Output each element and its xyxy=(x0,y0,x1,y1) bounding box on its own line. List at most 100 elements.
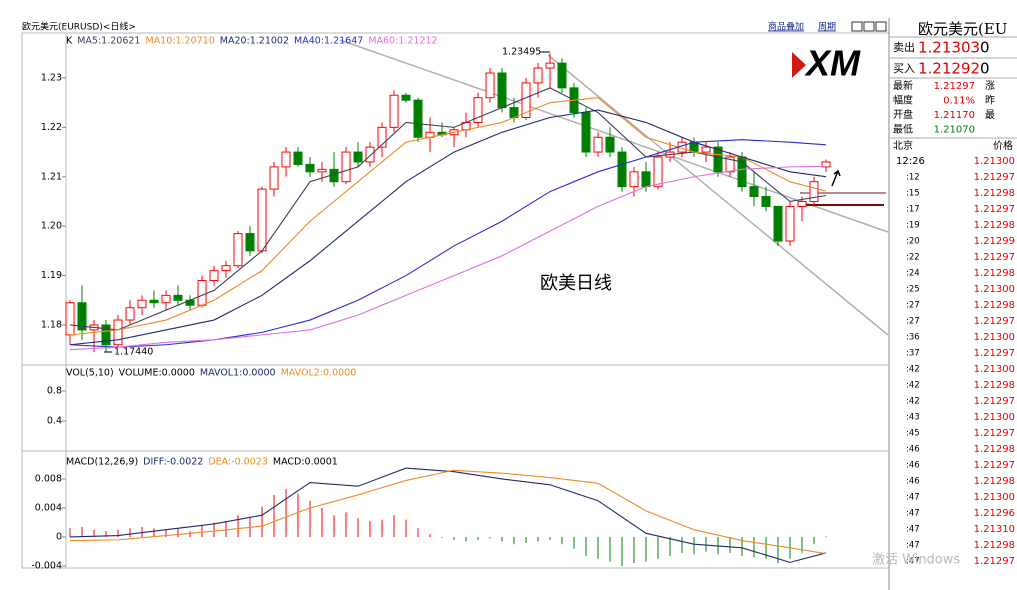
candle-body xyxy=(77,302,87,331)
tick-price: 1.21300 xyxy=(974,364,1015,375)
window-title: 欧元美元(EURUSD)<日线> xyxy=(22,21,136,33)
chart-caption: 欧美日线 xyxy=(540,273,612,294)
quote-label: 卖出 xyxy=(893,40,915,54)
candle-body xyxy=(209,270,219,282)
y-tick-label: 1.21 xyxy=(41,171,62,182)
candle-body xyxy=(797,200,807,207)
candle-body xyxy=(317,168,327,173)
panel-title: 欧元美元(EU xyxy=(918,20,1007,38)
logo-text: XM xyxy=(804,43,861,84)
candle-body xyxy=(293,151,303,165)
legend-entry: VOL(5,10) xyxy=(66,368,114,379)
candle-body xyxy=(785,205,795,242)
logo: XM xyxy=(786,43,882,86)
candle-body xyxy=(809,181,819,202)
tick-price: 1.21297 xyxy=(974,396,1015,407)
indicator-line xyxy=(69,97,827,336)
candle-body xyxy=(581,112,591,153)
candle-body xyxy=(269,166,279,190)
tick-time: :24 xyxy=(906,269,920,279)
y-tick-label: 1.20 xyxy=(41,221,62,232)
stat-value: 1.21070 xyxy=(934,125,975,136)
y-tick-label: 0 xyxy=(56,531,62,542)
overlay-link[interactable]: 商品叠加 xyxy=(768,21,804,33)
legend-entry: MA5:1.20621 xyxy=(77,36,140,47)
candle-body xyxy=(125,307,135,321)
stat-value: 0.11% xyxy=(943,96,975,107)
tick-time: :46 xyxy=(906,445,920,455)
legend-entry: DEA:-0.0023 xyxy=(208,457,268,468)
candle-body xyxy=(497,72,507,109)
tick-time: :36 xyxy=(906,333,920,343)
legend-entry: MAVOL1:0.0000 xyxy=(200,368,276,379)
stat-label: 昨 xyxy=(985,95,995,107)
window-buttons[interactable] xyxy=(851,21,887,32)
tick-time: :46 xyxy=(906,461,920,471)
y-tick-label: 1.22 xyxy=(41,122,62,133)
legend-entry: VOLUME:0.0000 xyxy=(119,368,195,379)
tick-price: 1.21297 xyxy=(974,204,1015,215)
indicator-line xyxy=(69,87,827,331)
candle-body xyxy=(821,161,831,168)
candle-body xyxy=(521,82,531,118)
tick-price: 1.21299 xyxy=(974,236,1015,247)
y-tick-label: -0.004 xyxy=(31,560,62,571)
indicator-line xyxy=(69,469,827,555)
arrow xyxy=(831,169,841,187)
tick-time: :19 xyxy=(906,221,920,231)
stat-label: 最 xyxy=(985,109,995,121)
y-tick-label: 0.4 xyxy=(47,415,62,426)
candle-body xyxy=(701,146,711,153)
tick-price: 1.21300 xyxy=(974,332,1015,343)
candle-body xyxy=(161,294,171,304)
tick-price: 1.21300 xyxy=(974,492,1015,503)
candle-body xyxy=(413,99,423,138)
tick-price: 1.21296 xyxy=(974,508,1015,519)
stat-value: 1.21297 xyxy=(934,81,975,92)
quote-size: 0 xyxy=(980,39,990,57)
legend-entry: MA60:1.21212 xyxy=(368,36,437,47)
tick-price: 1.21297 xyxy=(974,428,1015,439)
tick-time: :22 xyxy=(906,253,920,263)
stat-label: 最新 xyxy=(893,79,913,92)
tick-time: :47 xyxy=(906,541,920,551)
tick-time: :47 xyxy=(906,525,920,535)
indicator-line xyxy=(69,109,827,346)
tick-time: :42 xyxy=(906,381,920,391)
stat-value: 1.21170 xyxy=(934,110,975,121)
quote-size: 0 xyxy=(980,60,990,78)
candle-body xyxy=(641,171,651,188)
low-annotation: 1.17440 xyxy=(114,347,153,358)
candle-body xyxy=(101,324,111,346)
tick-price: 1.21297 xyxy=(974,172,1015,183)
candle-body xyxy=(401,94,411,101)
legend-entry: MA10:1.20710 xyxy=(145,36,214,47)
tick-price: 1.21298 xyxy=(974,380,1015,391)
candle-body xyxy=(233,233,243,267)
tick-price: 1.21298 xyxy=(974,220,1015,231)
tick-time: :43 xyxy=(906,413,920,423)
candle-body xyxy=(545,62,555,69)
candle-body xyxy=(305,163,315,173)
candle-body xyxy=(773,205,783,242)
y-tick-label: 0.008 xyxy=(35,473,62,484)
legend-entry: MACD(12,26,9) xyxy=(66,457,138,468)
indicator-line xyxy=(69,139,827,348)
candle-body xyxy=(389,94,399,128)
candle-body xyxy=(557,62,567,89)
tick-price: 1.21297 xyxy=(974,556,1015,567)
candle-body xyxy=(605,136,615,153)
candle-body xyxy=(593,136,603,153)
candle-body xyxy=(725,156,735,173)
legend-entry: DIFF:-0.0022 xyxy=(143,457,203,468)
legend-entry: MAVOL2:0.0000 xyxy=(281,368,357,379)
tick-price: 1.21298 xyxy=(974,300,1015,311)
tick-time: :20 xyxy=(906,237,920,247)
period-link[interactable]: 周期 xyxy=(818,22,836,33)
tick-time: :47 xyxy=(906,509,920,519)
trend-line xyxy=(547,54,889,336)
tick-price: 1.21298 xyxy=(974,540,1015,551)
candle-body xyxy=(485,72,495,99)
column-head: 北京 xyxy=(893,139,913,152)
column-head: 价格 xyxy=(993,139,1013,152)
